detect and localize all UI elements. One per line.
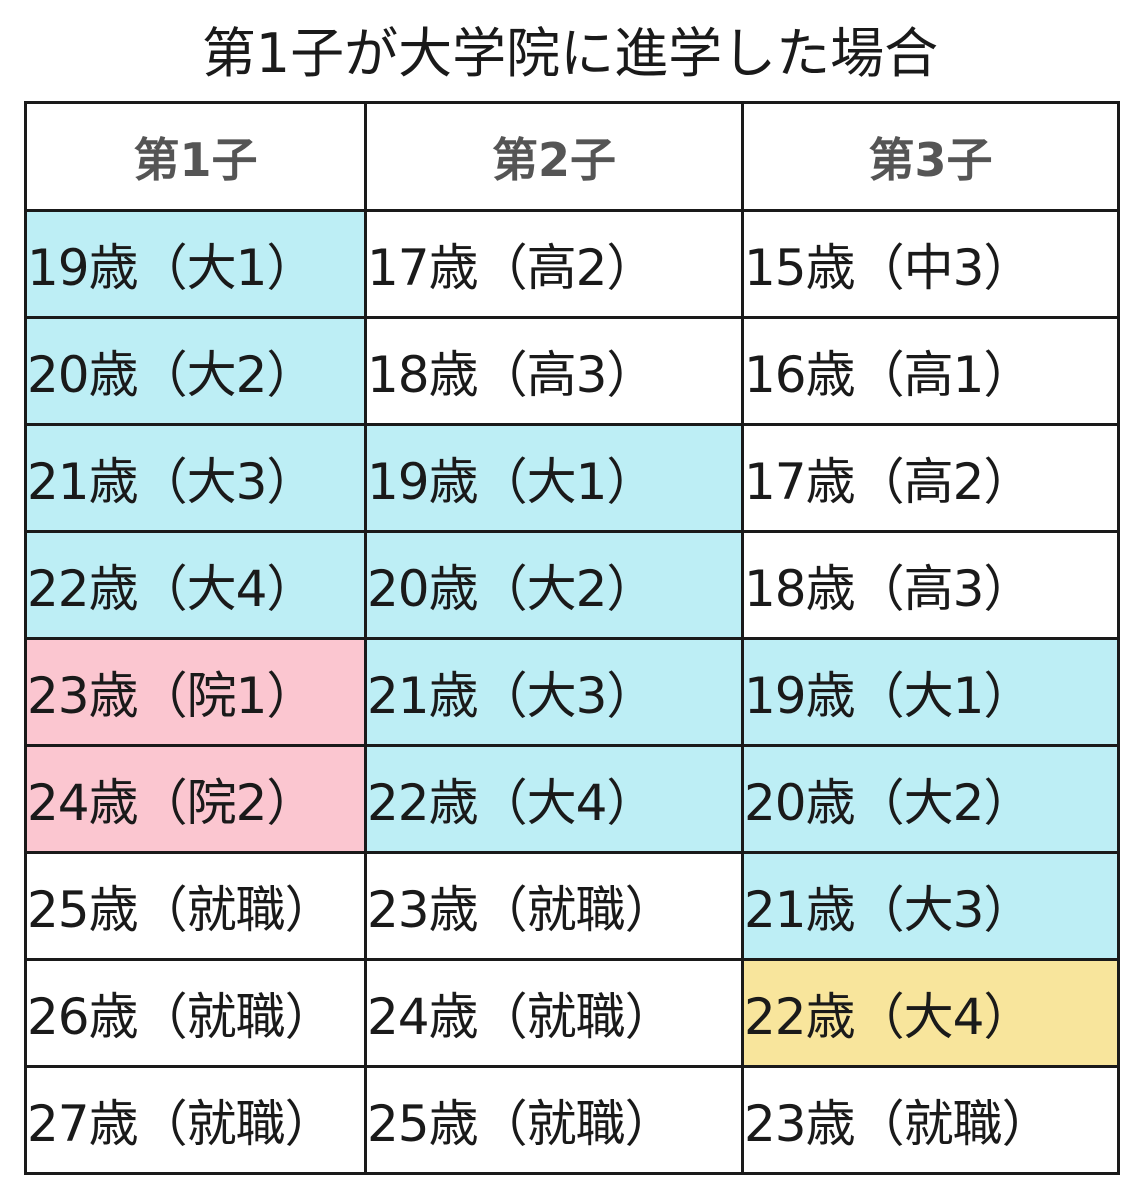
table-cell: 18歳（高3）: [364, 316, 744, 426]
table-cell: 19歳（大1）: [741, 637, 1120, 747]
page-title: 第1子が大学院に進学した場合: [201, 22, 939, 85]
table-cell: 18歳（高3）: [741, 530, 1120, 640]
table-cell: 23歳（就職）: [364, 851, 744, 961]
table-cell: 20歳（大2）: [24, 316, 367, 426]
table-cell: 15歳（中3）: [741, 209, 1120, 319]
table-row: 23歳（院1） 21歳（大3） 19歳（大1）: [24, 637, 1120, 747]
header-child-2: 第2子: [364, 101, 744, 212]
header-child-3: 第3子: [741, 101, 1120, 212]
table-cell: 19歳（大1）: [24, 209, 367, 319]
table-row: 27歳（就職） 25歳（就職） 23歳（就職）: [24, 1065, 1120, 1175]
table-cell: 25歳（就職）: [24, 851, 367, 961]
table-cell: 21歳（大3）: [364, 637, 744, 747]
table-cell: 22歳（大4）: [364, 744, 744, 854]
table-cell: 22歳（大4）: [24, 530, 367, 640]
table-row: 26歳（就職） 24歳（就職） 22歳（大4）: [24, 958, 1120, 1068]
table-cell: 17歳（高2）: [364, 209, 744, 319]
table-cell: 21歳（大3）: [741, 851, 1120, 961]
table-cell: 19歳（大1）: [364, 423, 744, 533]
table-cell: 22歳（大4）: [741, 958, 1120, 1068]
table-cell: 24歳（就職）: [364, 958, 744, 1068]
table-cell: 21歳（大3）: [24, 423, 367, 533]
table-row: 19歳（大1） 17歳（高2） 15歳（中3）: [24, 209, 1120, 319]
table-row: 22歳（大4） 20歳（大2） 18歳（高3）: [24, 530, 1120, 640]
table-cell: 20歳（大2）: [364, 530, 744, 640]
table-row: 20歳（大2） 18歳（高3） 16歳（高1）: [24, 316, 1120, 426]
table-cell: 27歳（就職）: [24, 1065, 367, 1175]
table-cell: 20歳（大2）: [741, 744, 1120, 854]
table-row: 24歳（院2） 22歳（大4） 20歳（大2）: [24, 744, 1120, 854]
table-cell: 24歳（院2）: [24, 744, 367, 854]
table-row: 21歳（大3） 19歳（大1） 17歳（高2）: [24, 423, 1120, 533]
header-row: 第1子 第2子 第3子: [24, 101, 1120, 212]
table-row: 25歳（就職） 23歳（就職） 21歳（大3）: [24, 851, 1120, 961]
header-child-1: 第1子: [24, 101, 367, 212]
age-table: 第1子 第2子 第3子 19歳（大1） 17歳（高2） 15歳（中3） 20歳（…: [24, 101, 1120, 1175]
table-cell: 25歳（就職）: [364, 1065, 744, 1175]
table-cell: 23歳（院1）: [24, 637, 367, 747]
table-cell: 16歳（高1）: [741, 316, 1120, 426]
table-cell: 23歳（就職）: [741, 1065, 1120, 1175]
table-cell: 26歳（就職）: [24, 958, 367, 1068]
table-cell: 17歳（高2）: [741, 423, 1120, 533]
